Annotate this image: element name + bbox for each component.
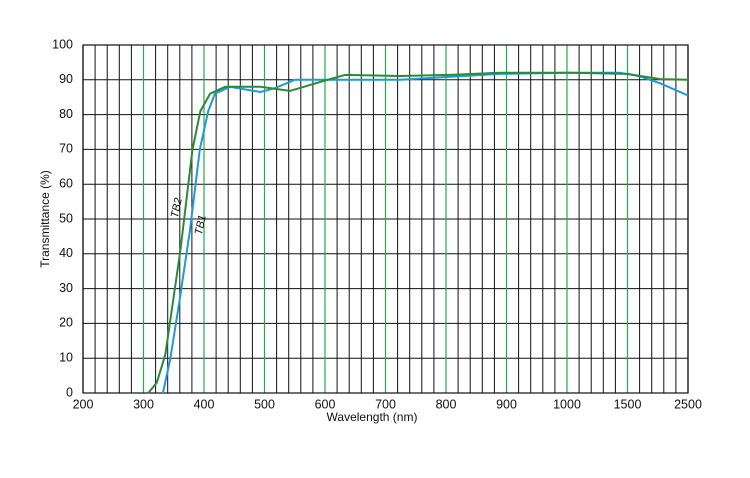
y-tick-label: 50 xyxy=(59,211,73,225)
x-tick-label: 400 xyxy=(194,397,215,411)
y-tick-label: 70 xyxy=(59,142,73,156)
y-tick-label: 90 xyxy=(59,72,73,86)
x-tick-label: 1000 xyxy=(553,397,581,411)
y-tick-label: 30 xyxy=(59,281,73,295)
series-label: TB1 xyxy=(193,214,209,236)
x-tick-label: 700 xyxy=(375,397,396,411)
x-tick-label: 600 xyxy=(315,397,336,411)
series-line xyxy=(161,71,689,394)
y-tick-label: 100 xyxy=(52,37,73,51)
y-tick-label: 0 xyxy=(66,385,73,399)
x-tick-label: 800 xyxy=(436,397,457,411)
plot-frame xyxy=(82,44,689,394)
x-tick-label: 1500 xyxy=(614,397,642,411)
series-line xyxy=(147,71,689,394)
x-tick-label: 200 xyxy=(73,397,94,411)
y-tick-label: 40 xyxy=(59,246,73,260)
y-tick-label: 80 xyxy=(59,107,73,121)
y-axis-label: Transmittance (%) xyxy=(38,170,52,268)
y-tick-label: 60 xyxy=(59,176,73,190)
x-axis-label: Wavelength (nm) xyxy=(327,410,418,424)
series-label: TB2 xyxy=(169,197,185,219)
y-tick-label: 10 xyxy=(59,350,73,364)
y-tick-label: 20 xyxy=(59,316,73,330)
x-tick-label: 300 xyxy=(133,397,154,411)
x-tick-label: 900 xyxy=(496,397,517,411)
x-tick-label: 500 xyxy=(254,397,275,411)
x-tick-label: 2500 xyxy=(674,397,702,411)
